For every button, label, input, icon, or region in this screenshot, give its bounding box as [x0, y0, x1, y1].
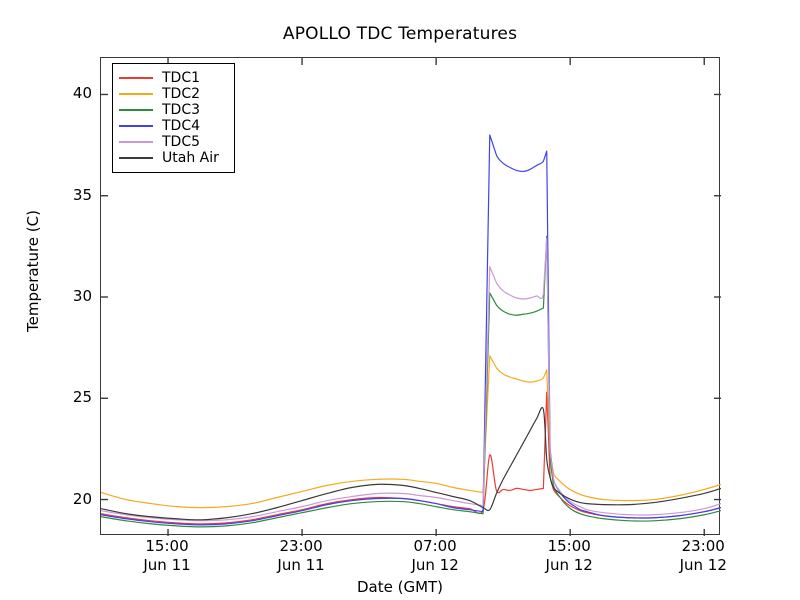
series-line-tdc5 — [101, 237, 721, 522]
x-tick-label: 15:00 Jun 11 — [107, 537, 227, 575]
legend-color-swatch — [119, 109, 153, 111]
x-axis-label: Date (GMT) — [356, 578, 444, 596]
x-tick-label: 23:00 Jun 11 — [241, 537, 361, 575]
x-tick-label: 07:00 Jun 12 — [375, 537, 495, 575]
legend-item-tdc3[interactable]: TDC3 — [119, 102, 227, 118]
series-line-tdc3 — [101, 235, 721, 528]
legend-item-tdc5[interactable]: TDC5 — [119, 134, 227, 150]
x-tick-time: 23:00 — [681, 537, 725, 555]
legend-item-tdc4[interactable]: TDC4 — [119, 118, 227, 134]
x-tick-date: Jun 12 — [545, 556, 593, 574]
y-tick-label: 25 — [72, 388, 92, 407]
x-tick-label: 23:00 Jun 12 — [643, 537, 763, 575]
legend-item-label: TDC5 — [162, 134, 201, 150]
legend-color-swatch — [119, 141, 153, 143]
x-tick-label: 15:00 Jun 12 — [509, 537, 629, 575]
x-axis-tick-labels: 15:00 Jun 11 23:00 Jun 11 07:00 Jun 12 15:00 Ju… — [100, 537, 727, 583]
x-tick-time: 15:00 — [145, 537, 189, 555]
x-tick-date: Jun 12 — [679, 556, 727, 574]
x-tick-date: Jun 11 — [143, 556, 191, 574]
x-tick-date: Jun 12 — [411, 556, 459, 574]
legend-item-tdc2[interactable]: TDC2 — [119, 86, 227, 102]
x-tick-date: Jun 11 — [277, 556, 325, 574]
series-line-tdc4 — [101, 134, 721, 526]
legend-color-swatch — [119, 125, 153, 127]
legend-item-tdc1[interactable]: TDC1 — [119, 70, 227, 86]
page-title: APOLLO TDC Temperatures — [282, 24, 518, 44]
legend-color-swatch — [119, 93, 153, 95]
y-tick-label: 30 — [72, 287, 92, 305]
y-tick-label: 20 — [72, 489, 92, 508]
series-line-tdc1 — [101, 391, 721, 525]
y-axis-label: Temperature (C) — [24, 210, 42, 332]
x-tick-time: 15:00 — [547, 537, 591, 555]
series-line-utah-air — [101, 406, 721, 521]
legend-color-swatch — [119, 157, 153, 159]
legend-item-label: TDC2 — [162, 86, 201, 102]
chart-legend: TDC1 TDC2 TDC3 TDC4 TDC5 Utah Air — [112, 63, 235, 173]
legend-item-label: TDC3 — [162, 102, 201, 118]
legend-color-swatch — [119, 77, 153, 79]
legend-item-utah-air[interactable]: Utah Air — [119, 150, 227, 166]
x-tick-time: 23:00 — [279, 537, 323, 555]
y-tick-label: 40 — [72, 84, 92, 103]
series-line-tdc2 — [101, 355, 721, 509]
x-tick-time: 07:00 — [413, 537, 457, 555]
legend-item-label: Utah Air — [162, 150, 219, 166]
plot-svg — [101, 58, 721, 536]
legend-item-label: TDC1 — [162, 70, 201, 86]
legend-item-label: TDC4 — [162, 118, 201, 134]
y-axis-tick-labels: 20 25 30 35 40 — [48, 57, 92, 535]
y-tick-label: 35 — [72, 185, 92, 204]
